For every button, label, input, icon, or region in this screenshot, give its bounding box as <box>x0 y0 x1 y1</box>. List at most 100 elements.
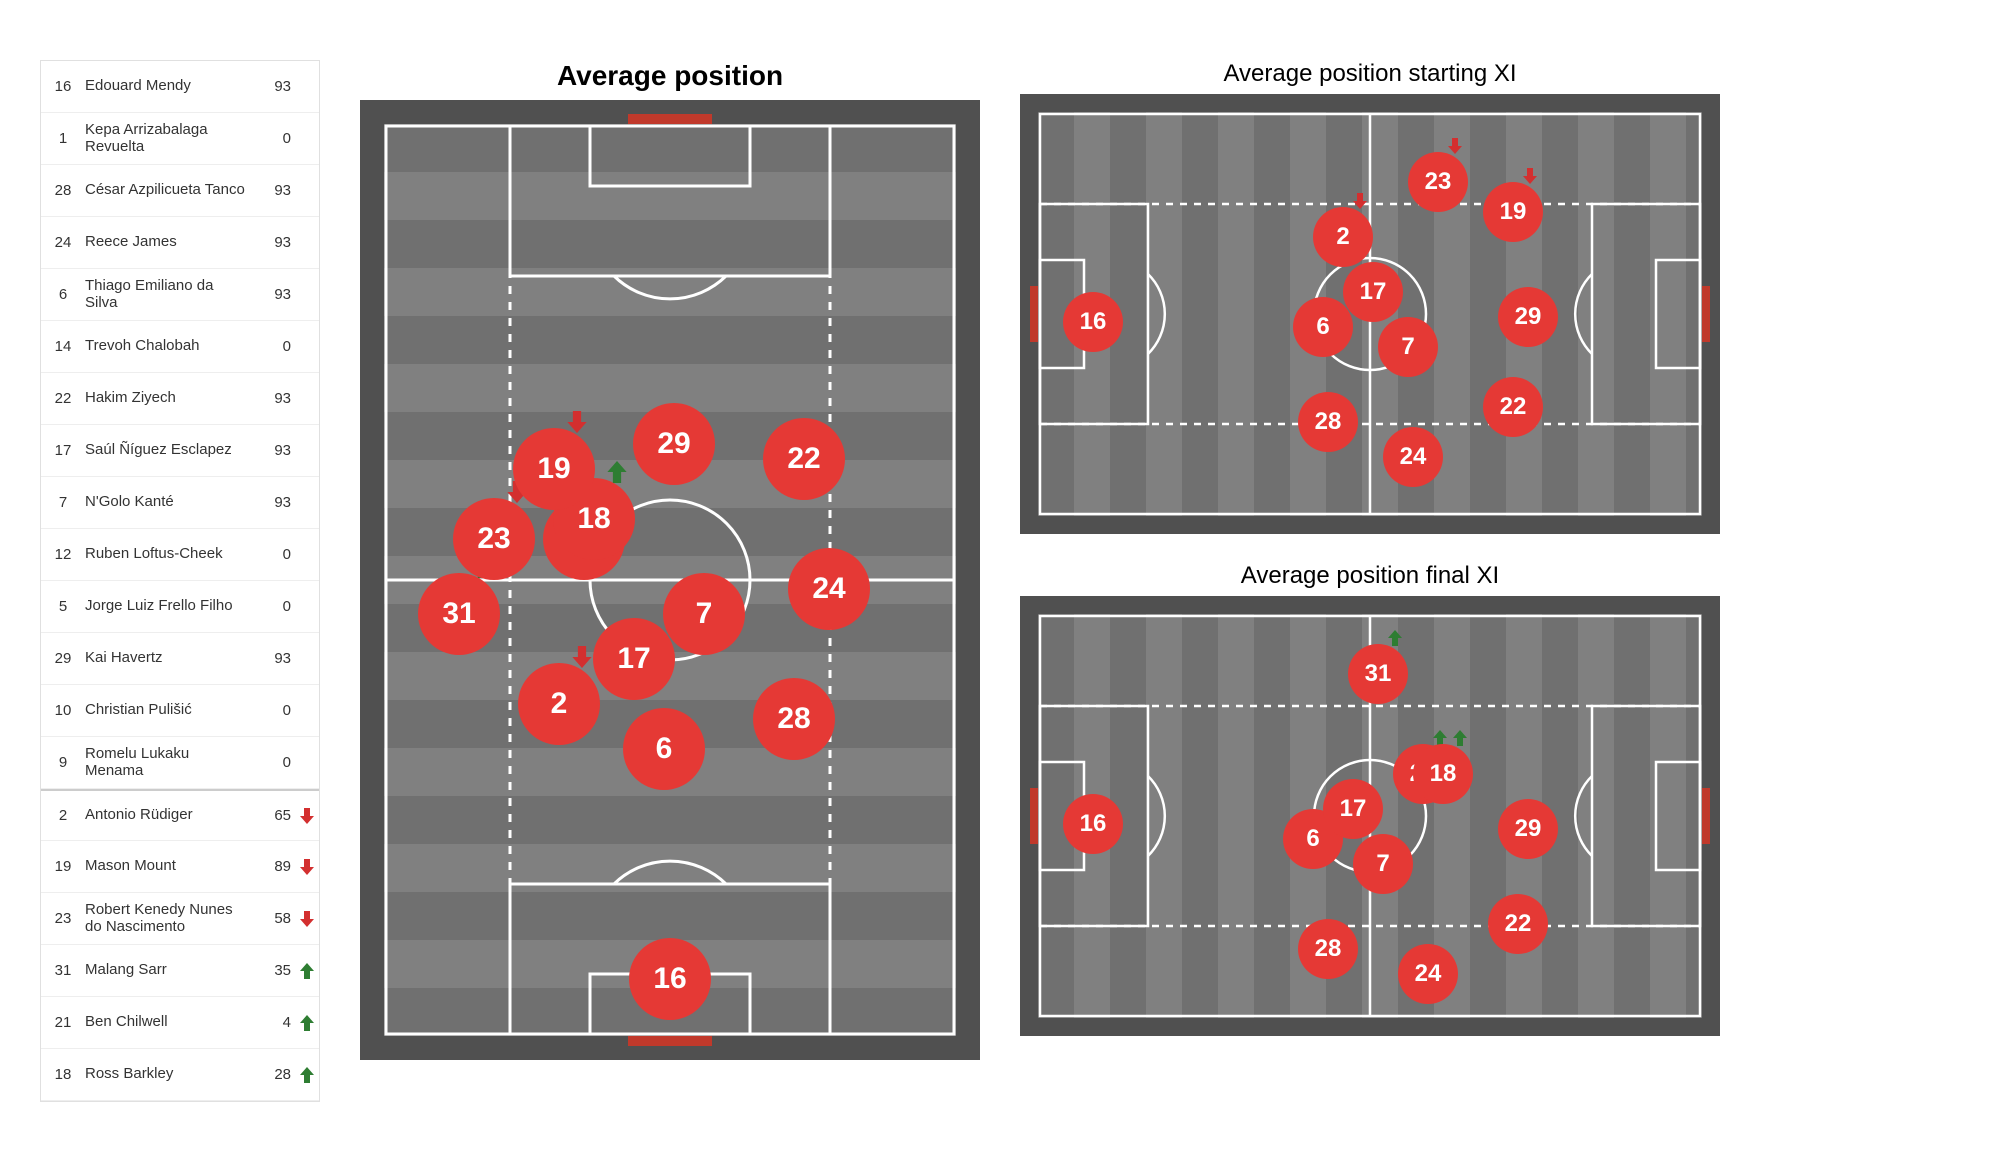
pitch-starting-title: Average position starting XI <box>1020 60 1720 88</box>
sub-arrow-icon <box>295 910 319 928</box>
player-minutes: 0 <box>255 598 295 615</box>
player-marker: 7 <box>1353 834 1413 894</box>
player-number: 10 <box>41 702 85 719</box>
table-row: 2 Antonio Rüdiger 65 <box>41 789 319 841</box>
player-number: 9 <box>41 754 85 771</box>
player-marker: 19 <box>1483 182 1543 242</box>
pitch-final: 16628241773121182922 <box>1020 596 1720 1036</box>
player-marker: 6 <box>1293 297 1353 357</box>
player-marker: 29 <box>633 403 715 485</box>
player-minutes: 93 <box>255 78 295 95</box>
player-marker: 29 <box>1498 799 1558 859</box>
player-marker: 17 <box>1343 262 1403 322</box>
table-row: 19 Mason Mount 89 <box>41 841 319 893</box>
goal-bottom <box>628 1036 712 1046</box>
player-name: Hakim Ziyech <box>85 390 255 407</box>
player-marker: 23 <box>1408 152 1468 212</box>
player-number: 16 <box>41 78 85 95</box>
goal-top <box>628 114 712 124</box>
player-number: 18 <box>41 1066 85 1083</box>
player-name: Romelu Lukaku Menama <box>85 746 255 779</box>
player-marker: 18 <box>1413 744 1473 804</box>
player-minutes: 93 <box>255 390 295 407</box>
player-number: 23 <box>41 910 85 927</box>
player-minutes: 93 <box>255 182 295 199</box>
player-minutes: 28 <box>255 1066 295 1083</box>
player-marker: 7 <box>663 573 745 655</box>
table-row: 31 Malang Sarr 35 <box>41 945 319 997</box>
sub-arrow-icon <box>1452 728 1468 753</box>
sub-arrow-icon <box>1522 166 1538 191</box>
player-number: 5 <box>41 598 85 615</box>
player-marker: 24 <box>1398 944 1458 1004</box>
table-row: 16 Edouard Mendy 93 <box>41 61 319 113</box>
player-name: Saúl Ñíguez Esclapez <box>85 442 255 459</box>
player-number: 7 <box>41 494 85 511</box>
player-name: Ruben Loftus-Cheek <box>85 546 255 563</box>
player-name: Trevoh Chalobah <box>85 338 255 355</box>
player-marker: 28 <box>1298 919 1358 979</box>
player-name: Ross Barkley <box>85 1066 255 1083</box>
player-name: Edouard Mendy <box>85 78 255 95</box>
goal-left-s <box>1030 286 1038 342</box>
player-marker: 2 <box>518 663 600 745</box>
table-row: 1 Kepa Arrizabalaga Revuelta 0 <box>41 113 319 165</box>
player-marker: 19 <box>513 428 595 510</box>
player-marker: 7 <box>1378 317 1438 377</box>
player-minutes: 0 <box>255 338 295 355</box>
sub-arrow-icon <box>1387 628 1403 653</box>
layout: 16 Edouard Mendy 93 1 Kepa Arrizabalaga … <box>0 0 2000 1162</box>
player-minutes: 93 <box>255 650 295 667</box>
sub-arrow-icon <box>606 459 628 490</box>
player-minutes: 0 <box>255 754 295 771</box>
goal-right-f <box>1702 788 1710 844</box>
player-number: 24 <box>41 234 85 251</box>
table-row: 6 Thiago Emiliano da Silva 93 <box>41 269 319 321</box>
table-row: 21 Ben Chilwell 4 <box>41 997 319 1049</box>
pitch-main-title: Average position <box>360 60 980 92</box>
player-minutes: 58 <box>255 910 295 927</box>
player-number: 22 <box>41 390 85 407</box>
pitch-final-block: Average position final XI <box>1020 562 1720 1036</box>
sub-arrow-icon <box>295 858 319 876</box>
player-number: 2 <box>41 807 85 824</box>
player-marker: 22 <box>1488 894 1548 954</box>
table-row: 24 Reece James 93 <box>41 217 319 269</box>
player-marker: 22 <box>763 418 845 500</box>
player-marker: 31 <box>418 573 500 655</box>
player-number: 21 <box>41 1014 85 1031</box>
player-marker: 16 <box>629 938 711 1020</box>
player-name: Ben Chilwell <box>85 1014 255 1031</box>
player-name: Reece James <box>85 234 255 251</box>
player-name: Christian Pulišić <box>85 702 255 719</box>
sub-arrow-icon <box>566 409 588 440</box>
player-number: 14 <box>41 338 85 355</box>
pitch-main: 1626281772431232118192922 <box>360 100 980 1060</box>
table-row: 18 Ross Barkley 28 <box>41 1049 319 1101</box>
goal-right-s <box>1702 286 1710 342</box>
player-name: Mason Mount <box>85 858 255 875</box>
pitch-main-wrap: 1626281772431232118192922 <box>360 100 980 1060</box>
player-marker: 29 <box>1498 287 1558 347</box>
player-minutes: 0 <box>255 546 295 563</box>
player-marker: 2 <box>1313 207 1373 267</box>
table-row: 28 César Azpilicueta Tanco 93 <box>41 165 319 217</box>
player-minutes: 4 <box>255 1014 295 1031</box>
player-minutes: 93 <box>255 442 295 459</box>
player-minutes: 93 <box>255 234 295 251</box>
pitch-starting: 1662824177223192922 <box>1020 94 1720 534</box>
sub-arrow-icon <box>295 962 319 980</box>
pitch-starting-block: Average position starting XI <box>1020 60 1720 534</box>
player-marker: 17 <box>1323 779 1383 839</box>
player-marker: 24 <box>1383 427 1443 487</box>
table-row: 23 Robert Kenedy Nunes do Nascimento 58 <box>41 893 319 945</box>
player-minutes: 93 <box>255 286 295 303</box>
pitch-final-title: Average position final XI <box>1020 562 1720 590</box>
sub-arrow-icon <box>1447 136 1463 161</box>
player-number: 19 <box>41 858 85 875</box>
goal-left-f <box>1030 788 1038 844</box>
player-marker: 22 <box>1483 377 1543 437</box>
table-row: 10 Christian Pulišić 0 <box>41 685 319 737</box>
sub-arrow-icon <box>295 1014 319 1032</box>
player-marker: 6 <box>623 708 705 790</box>
